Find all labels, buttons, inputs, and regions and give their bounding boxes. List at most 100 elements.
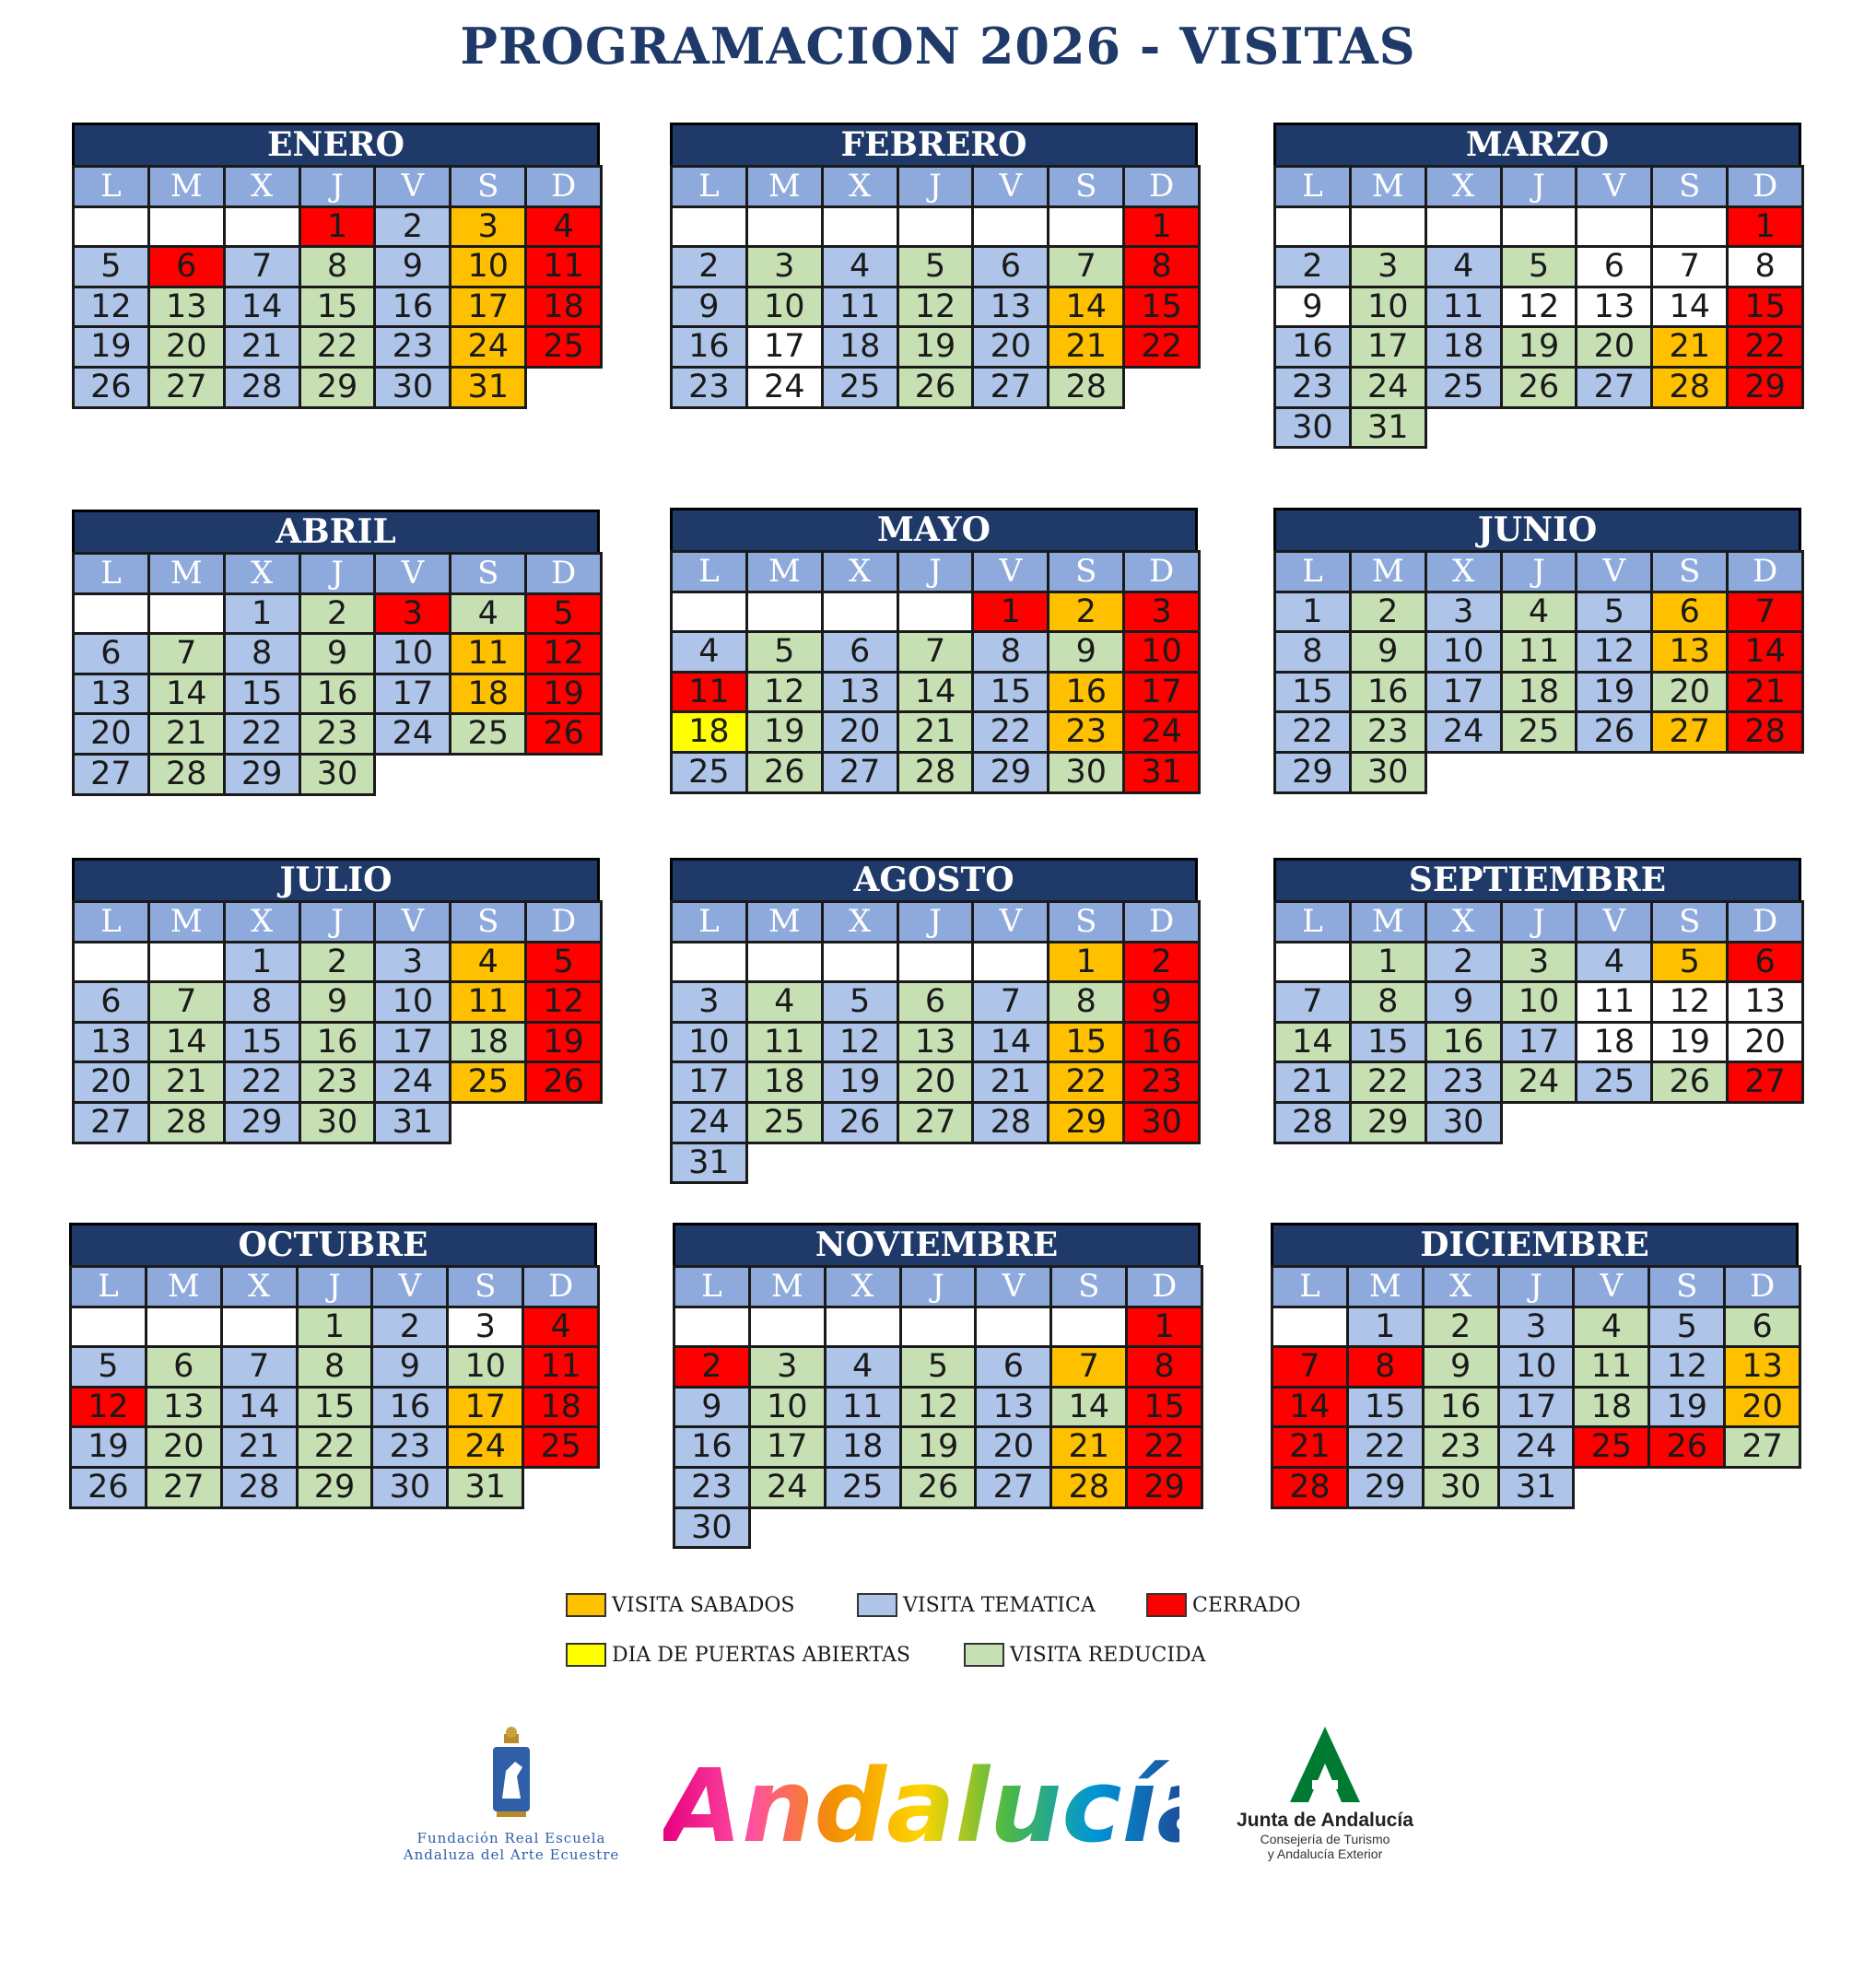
day-cell: 25 [670, 750, 748, 794]
day-cell: 22 [222, 712, 301, 756]
weekday-header: M [1348, 900, 1427, 943]
day-cell: 2 [1424, 940, 1503, 984]
day-cell: 16 [1424, 1020, 1503, 1064]
weekday-header: L [1273, 165, 1352, 208]
weekday-header: L [1273, 900, 1352, 943]
day-cell: 20 [72, 1061, 150, 1104]
day-cell: 1 [1345, 1305, 1425, 1349]
day-cell: 21 [896, 710, 975, 754]
day-cell: 23 [1273, 365, 1352, 409]
weekday-header: M [1345, 1265, 1425, 1308]
day-cell: 13 [144, 1385, 223, 1429]
weekday-header: J [896, 550, 975, 593]
day-cell: 8 [1273, 630, 1352, 674]
month-grid: L M X J V S D 1 2 3 4 5 6 7 8 9 10 11 12 13 14 15 16 17 18 19 20 21… [72, 552, 604, 796]
day-cell: 28 [1726, 710, 1805, 754]
day-cell: 12 [898, 1385, 978, 1429]
day-cell: 25 [820, 365, 899, 409]
day-cell: 18 [670, 710, 748, 754]
day-cell: 17 [747, 1425, 827, 1469]
month-grid: L M X J V S D 1 2 3 4 5 6 7 8 9 10 11 12 13 14 15 16 17 18 19 20 21… [69, 1265, 601, 1509]
weekday-header: V [1575, 900, 1654, 943]
day-cell: 17 [1424, 670, 1503, 714]
day-cell: 8 [1047, 980, 1126, 1024]
day-cell: 14 [1271, 1385, 1349, 1429]
day-cell: 14 [971, 1020, 1050, 1064]
day-cell: 6 [1723, 1305, 1802, 1349]
day-cell: 31 [1496, 1465, 1576, 1509]
day-cell: 24 [1496, 1425, 1576, 1469]
legend-swatch-orange [566, 1593, 606, 1617]
weekday-header: V [373, 165, 452, 208]
day-cell: 9 [1348, 630, 1427, 674]
page-title: PROGRAMACION 2026 - VISITAS [460, 17, 1416, 76]
day-cell: 5 [1650, 940, 1729, 984]
day-cell: 6 [971, 245, 1050, 288]
day-cell: 12 [1647, 1345, 1727, 1389]
day-cell: 8 [1345, 1345, 1425, 1389]
day-cell: 29 [1273, 750, 1352, 794]
day-cell: 22 [971, 710, 1050, 754]
day-cell: 18 [820, 325, 899, 369]
day-cell: 5 [898, 1345, 978, 1389]
weekday-header: X [222, 900, 301, 943]
weekday-header: V [971, 165, 1050, 208]
month-title: JULIO [72, 858, 600, 900]
month-calendar: MARZO L M X J V S D 1 2 3 4 5 6 7 8 9 10 11 12 13 14 15 16 17 18 1… [1273, 123, 1805, 450]
day-cell: 7 [971, 980, 1050, 1024]
day-cell: 30 [1348, 750, 1427, 794]
month-grid: L M X J V S D 1 2 3 4 5 6 7 8 9 10 11 12 13 14 15 16 17 18 19 20 21… [670, 550, 1202, 794]
day-cell: 21 [222, 325, 301, 369]
day-cell: 30 [373, 365, 452, 409]
day-cell: 24 [670, 1100, 748, 1144]
weekday-header: D [1723, 1265, 1802, 1308]
day-cell: 26 [896, 365, 975, 409]
day-cell: 1 [295, 1305, 374, 1349]
day-cell: 28 [147, 752, 226, 796]
day-cell: 6 [1575, 245, 1654, 288]
weekday-header: X [823, 1265, 902, 1308]
month-grid: L M X J V S D 1 2 3 4 5 6 7 8 9 10 11 12 13 14 15 16 17 18 19 20 21… [72, 165, 604, 409]
weekday-header: M [147, 900, 226, 943]
weekday-header: D [522, 1265, 601, 1308]
day-cell: 10 [1122, 630, 1202, 674]
month-title: NOVIEMBRE [673, 1223, 1201, 1265]
day-cell: 9 [670, 285, 748, 329]
weekday-header: L [670, 165, 748, 208]
day-cell: 21 [1049, 1425, 1129, 1469]
day-cell: 3 [373, 592, 452, 636]
empty-day-cell [745, 940, 824, 984]
day-cell: 19 [524, 672, 604, 716]
day-cell: 28 [219, 1465, 299, 1509]
day-cell: 10 [1348, 285, 1427, 329]
day-cell: 13 [1726, 980, 1805, 1024]
month-title: JUNIO [1273, 508, 1801, 550]
day-cell: 23 [670, 365, 748, 409]
empty-day-cell [1575, 205, 1654, 249]
day-cell: 28 [896, 750, 975, 794]
day-cell: 27 [144, 1465, 223, 1509]
month-title: DICIEMBRE [1271, 1223, 1799, 1265]
weekday-header: M [1348, 165, 1427, 208]
day-cell: 19 [896, 325, 975, 369]
legend-label: VISITA SABADOS [612, 1593, 795, 1617]
weekday-header: J [1499, 900, 1578, 943]
weekday-header: V [971, 550, 1050, 593]
day-cell: 30 [298, 1100, 377, 1144]
day-cell: 29 [1726, 365, 1805, 409]
day-cell: 8 [295, 1345, 374, 1389]
day-cell: 29 [222, 1100, 301, 1144]
day-cell: 4 [823, 1345, 902, 1389]
day-cell: 23 [1421, 1425, 1500, 1469]
day-cell: 17 [1348, 325, 1427, 369]
weekday-header: S [449, 900, 528, 943]
day-cell: 30 [1273, 405, 1352, 450]
weekday-header: X [1421, 1265, 1500, 1308]
empty-day-cell [673, 1305, 751, 1349]
day-cell: 5 [820, 980, 899, 1024]
empty-day-cell [144, 1305, 223, 1349]
day-cell: 26 [524, 712, 604, 756]
day-cell: 19 [745, 710, 824, 754]
day-cell: 15 [1726, 285, 1805, 329]
weekday-header: D [1726, 165, 1805, 208]
